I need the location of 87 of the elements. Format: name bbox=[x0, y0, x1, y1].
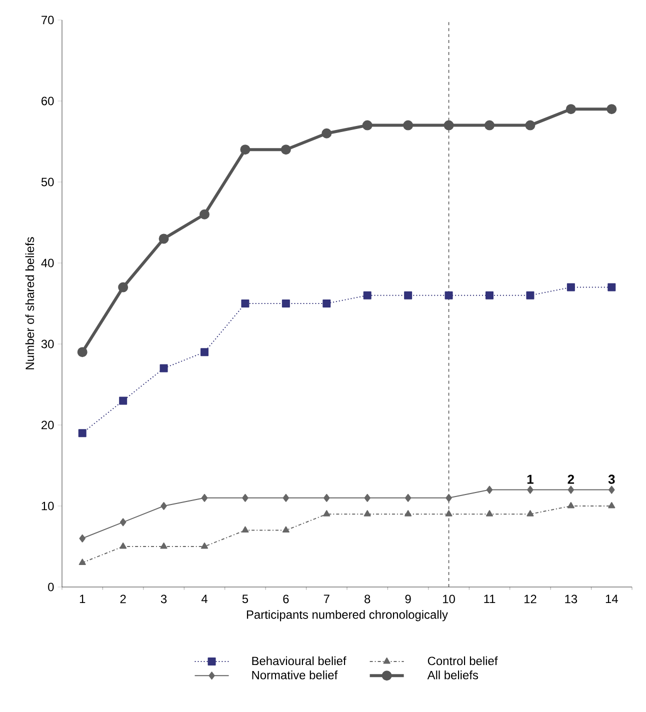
point bbox=[526, 510, 534, 516]
point bbox=[78, 429, 86, 438]
point bbox=[445, 510, 452, 516]
point bbox=[242, 494, 248, 502]
point bbox=[403, 120, 414, 130]
annotation: 2 bbox=[568, 474, 574, 484]
point bbox=[120, 518, 126, 526]
point bbox=[606, 104, 617, 114]
point bbox=[446, 494, 452, 502]
point bbox=[119, 396, 128, 405]
point bbox=[444, 120, 454, 130]
x-tick-label: 3 bbox=[160, 594, 167, 604]
point bbox=[241, 299, 250, 308]
annotation: 3 bbox=[608, 474, 615, 484]
point bbox=[282, 494, 290, 502]
point bbox=[77, 347, 88, 358]
point bbox=[526, 291, 534, 300]
y-tick-label: 0 bbox=[48, 582, 54, 592]
point bbox=[118, 282, 128, 292]
point bbox=[242, 526, 249, 533]
point bbox=[362, 120, 372, 130]
y-axis-title: Number of shared beliefs bbox=[25, 237, 34, 370]
point bbox=[608, 283, 616, 292]
point bbox=[323, 510, 330, 516]
point bbox=[566, 104, 576, 114]
x-tick-label: 5 bbox=[242, 594, 248, 604]
x-tick-label: 2 bbox=[120, 594, 126, 604]
y-tick-label: 40 bbox=[41, 258, 54, 268]
x-tick-label: 6 bbox=[283, 594, 289, 604]
y-tick-label: 10 bbox=[42, 502, 54, 510]
point bbox=[608, 502, 616, 508]
x-tick-label: 14 bbox=[606, 594, 618, 603]
point bbox=[158, 234, 169, 244]
point bbox=[324, 494, 330, 502]
point bbox=[322, 128, 332, 138]
point bbox=[282, 299, 290, 308]
y-tick-label: 60 bbox=[42, 96, 54, 106]
legend-label: Behavioural belief bbox=[252, 656, 346, 666]
point bbox=[527, 486, 534, 494]
point bbox=[200, 348, 209, 356]
point bbox=[444, 291, 453, 300]
point bbox=[160, 502, 167, 510]
x-tick-label: 13 bbox=[565, 594, 578, 604]
point bbox=[525, 120, 536, 130]
y-tick-label: 30 bbox=[41, 340, 54, 348]
point bbox=[486, 510, 494, 516]
x-tick-label: 12 bbox=[524, 594, 536, 604]
point bbox=[486, 291, 494, 300]
legend-label: All beliefs bbox=[427, 670, 478, 680]
point bbox=[364, 510, 371, 516]
point bbox=[160, 364, 168, 372]
point bbox=[364, 494, 370, 502]
y-tick-label: 20 bbox=[42, 420, 54, 430]
point bbox=[568, 486, 574, 494]
point bbox=[322, 299, 331, 308]
annotation: 1 bbox=[527, 474, 534, 484]
point bbox=[78, 558, 86, 565]
point bbox=[282, 526, 290, 533]
point bbox=[486, 486, 493, 494]
x-tick-label: 11 bbox=[484, 594, 496, 603]
point bbox=[404, 494, 412, 502]
point bbox=[404, 510, 412, 516]
point bbox=[404, 291, 412, 300]
point bbox=[484, 120, 495, 130]
x-tick-label: 1 bbox=[80, 594, 86, 603]
point bbox=[566, 283, 575, 292]
point bbox=[363, 291, 372, 300]
y-tick-label: 50 bbox=[41, 178, 54, 186]
y-tick-label: 70 bbox=[42, 16, 54, 24]
x-axis-title: Participants numbered chronologically bbox=[246, 610, 448, 622]
point bbox=[79, 534, 86, 542]
point bbox=[567, 502, 574, 508]
x-tick-label: 4 bbox=[201, 594, 208, 603]
point bbox=[608, 486, 615, 494]
point bbox=[240, 144, 250, 155]
x-tick-label: 8 bbox=[364, 594, 370, 604]
x-tick-label: 10 bbox=[443, 594, 455, 604]
legend-label: Control belief bbox=[428, 656, 498, 666]
x-tick-label: 7 bbox=[324, 594, 330, 603]
point bbox=[160, 542, 168, 549]
x-tick-label: 9 bbox=[405, 594, 411, 604]
point bbox=[120, 542, 127, 549]
point bbox=[200, 542, 208, 549]
point bbox=[201, 494, 208, 502]
legend-label: Normative belief bbox=[252, 670, 338, 680]
point bbox=[280, 144, 291, 155]
point bbox=[200, 209, 210, 220]
